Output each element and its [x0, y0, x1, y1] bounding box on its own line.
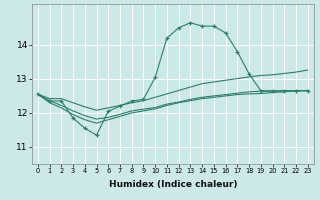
X-axis label: Humidex (Indice chaleur): Humidex (Indice chaleur): [108, 180, 237, 189]
